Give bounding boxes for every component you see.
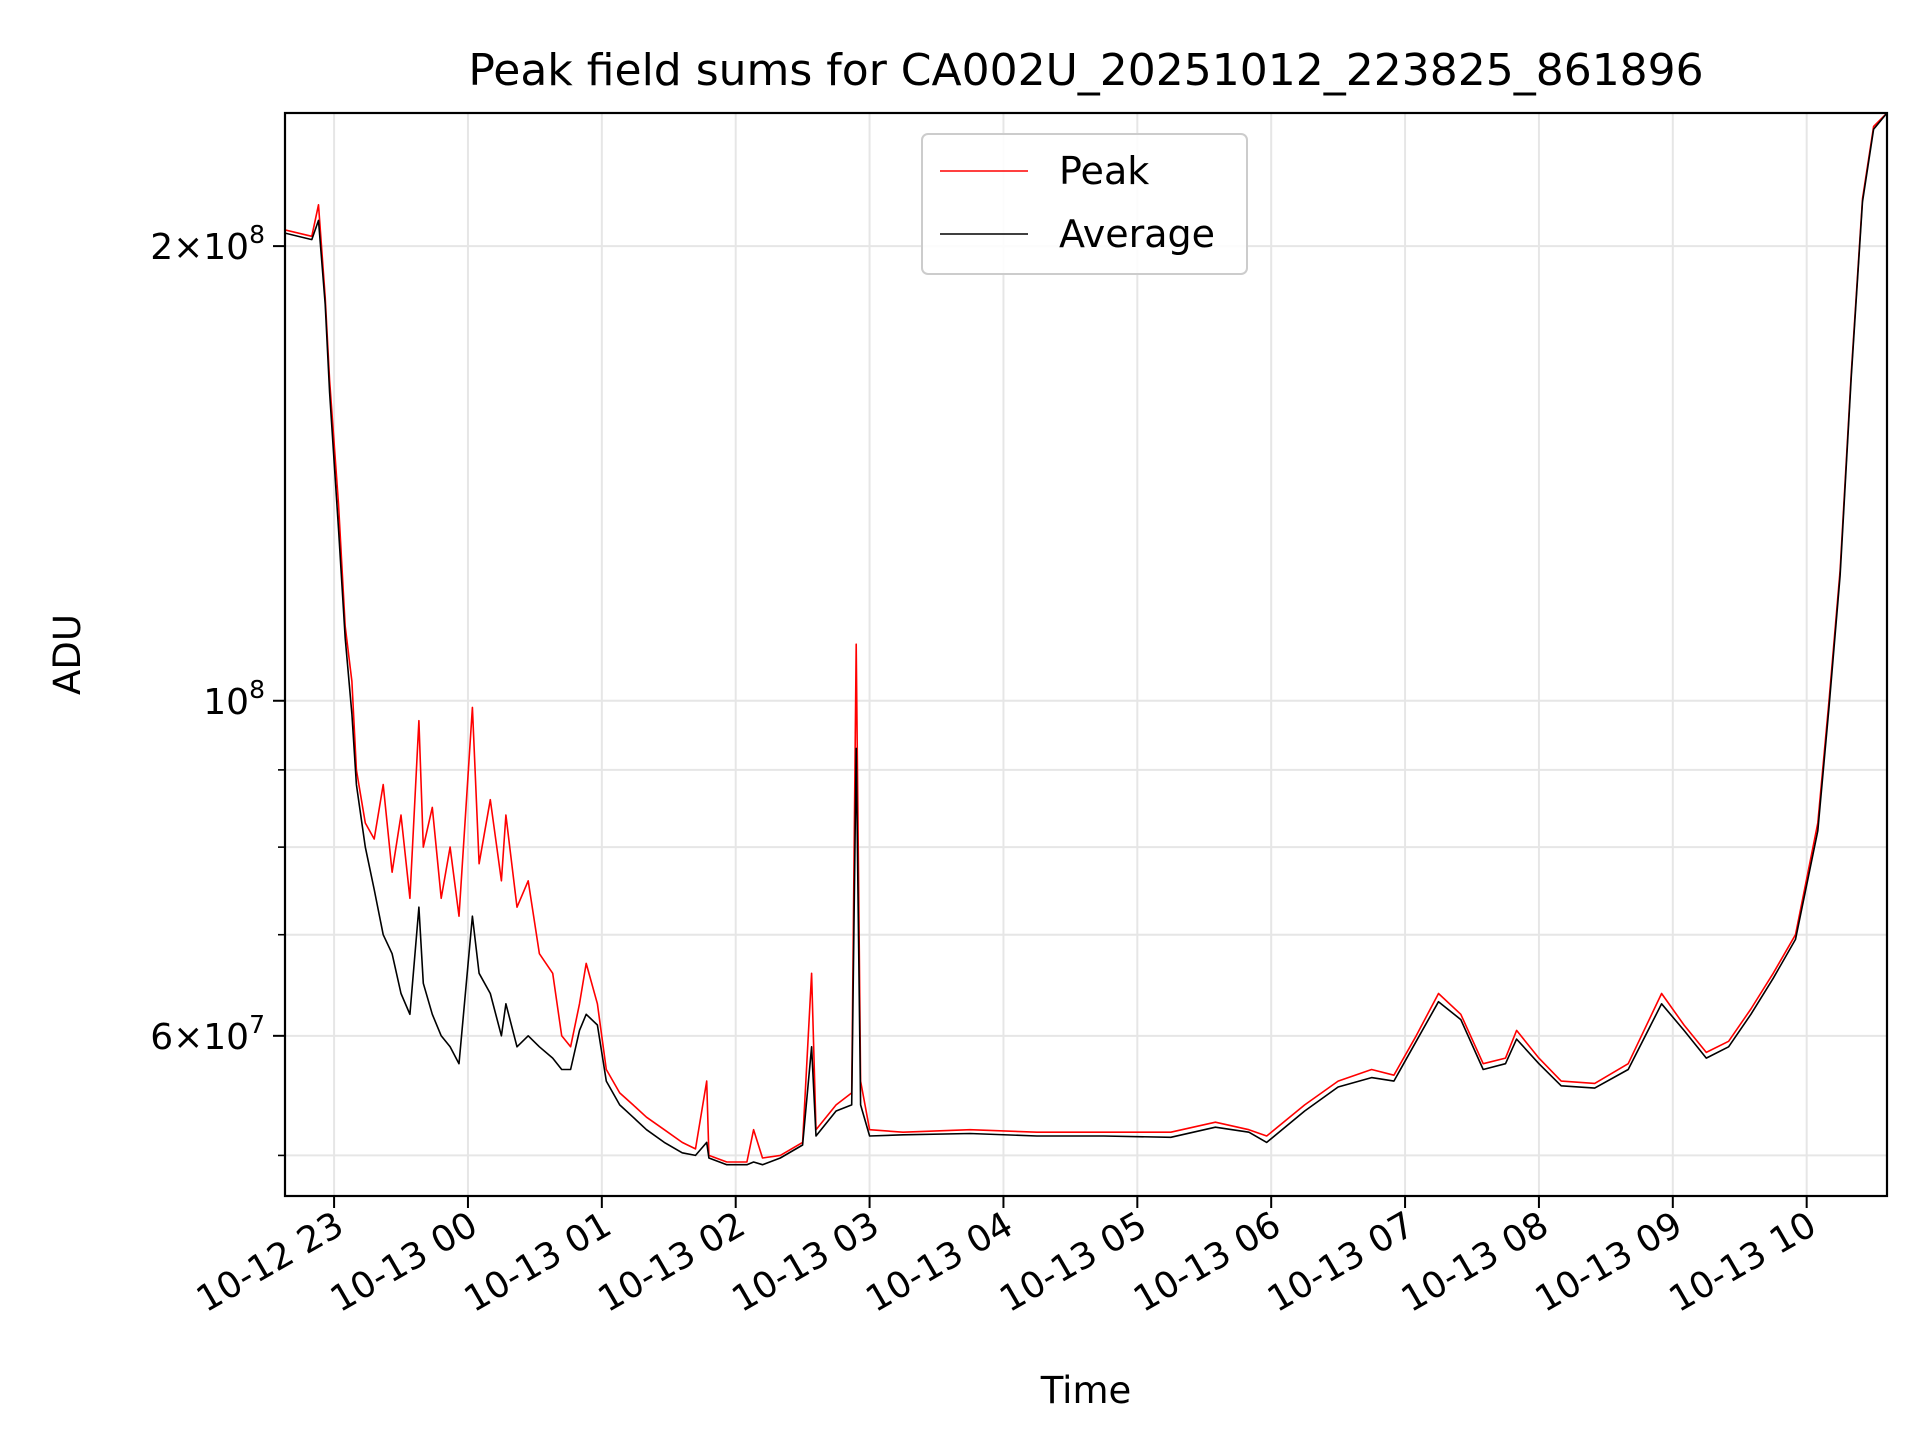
y-axis-label: ADU xyxy=(46,614,89,695)
x-axis-label: Time xyxy=(1040,1369,1132,1412)
y-tick-label: 2×108 xyxy=(150,220,265,268)
plot-frame xyxy=(283,111,1889,1198)
legend-box xyxy=(921,133,1248,275)
series-line-peak xyxy=(285,113,1887,1163)
legend: Peak Average xyxy=(921,133,1248,275)
series-line-average xyxy=(285,113,1887,1166)
grid-layer xyxy=(285,113,1887,1196)
series-layer xyxy=(285,113,1887,1166)
chart-title: Peak field sums for CA002U_20251012_2238… xyxy=(468,45,1703,96)
legend-label-peak: Peak xyxy=(1059,149,1149,193)
y-tick-label: 6×107 xyxy=(150,1010,265,1058)
legend-label-average: Average xyxy=(1059,212,1215,256)
